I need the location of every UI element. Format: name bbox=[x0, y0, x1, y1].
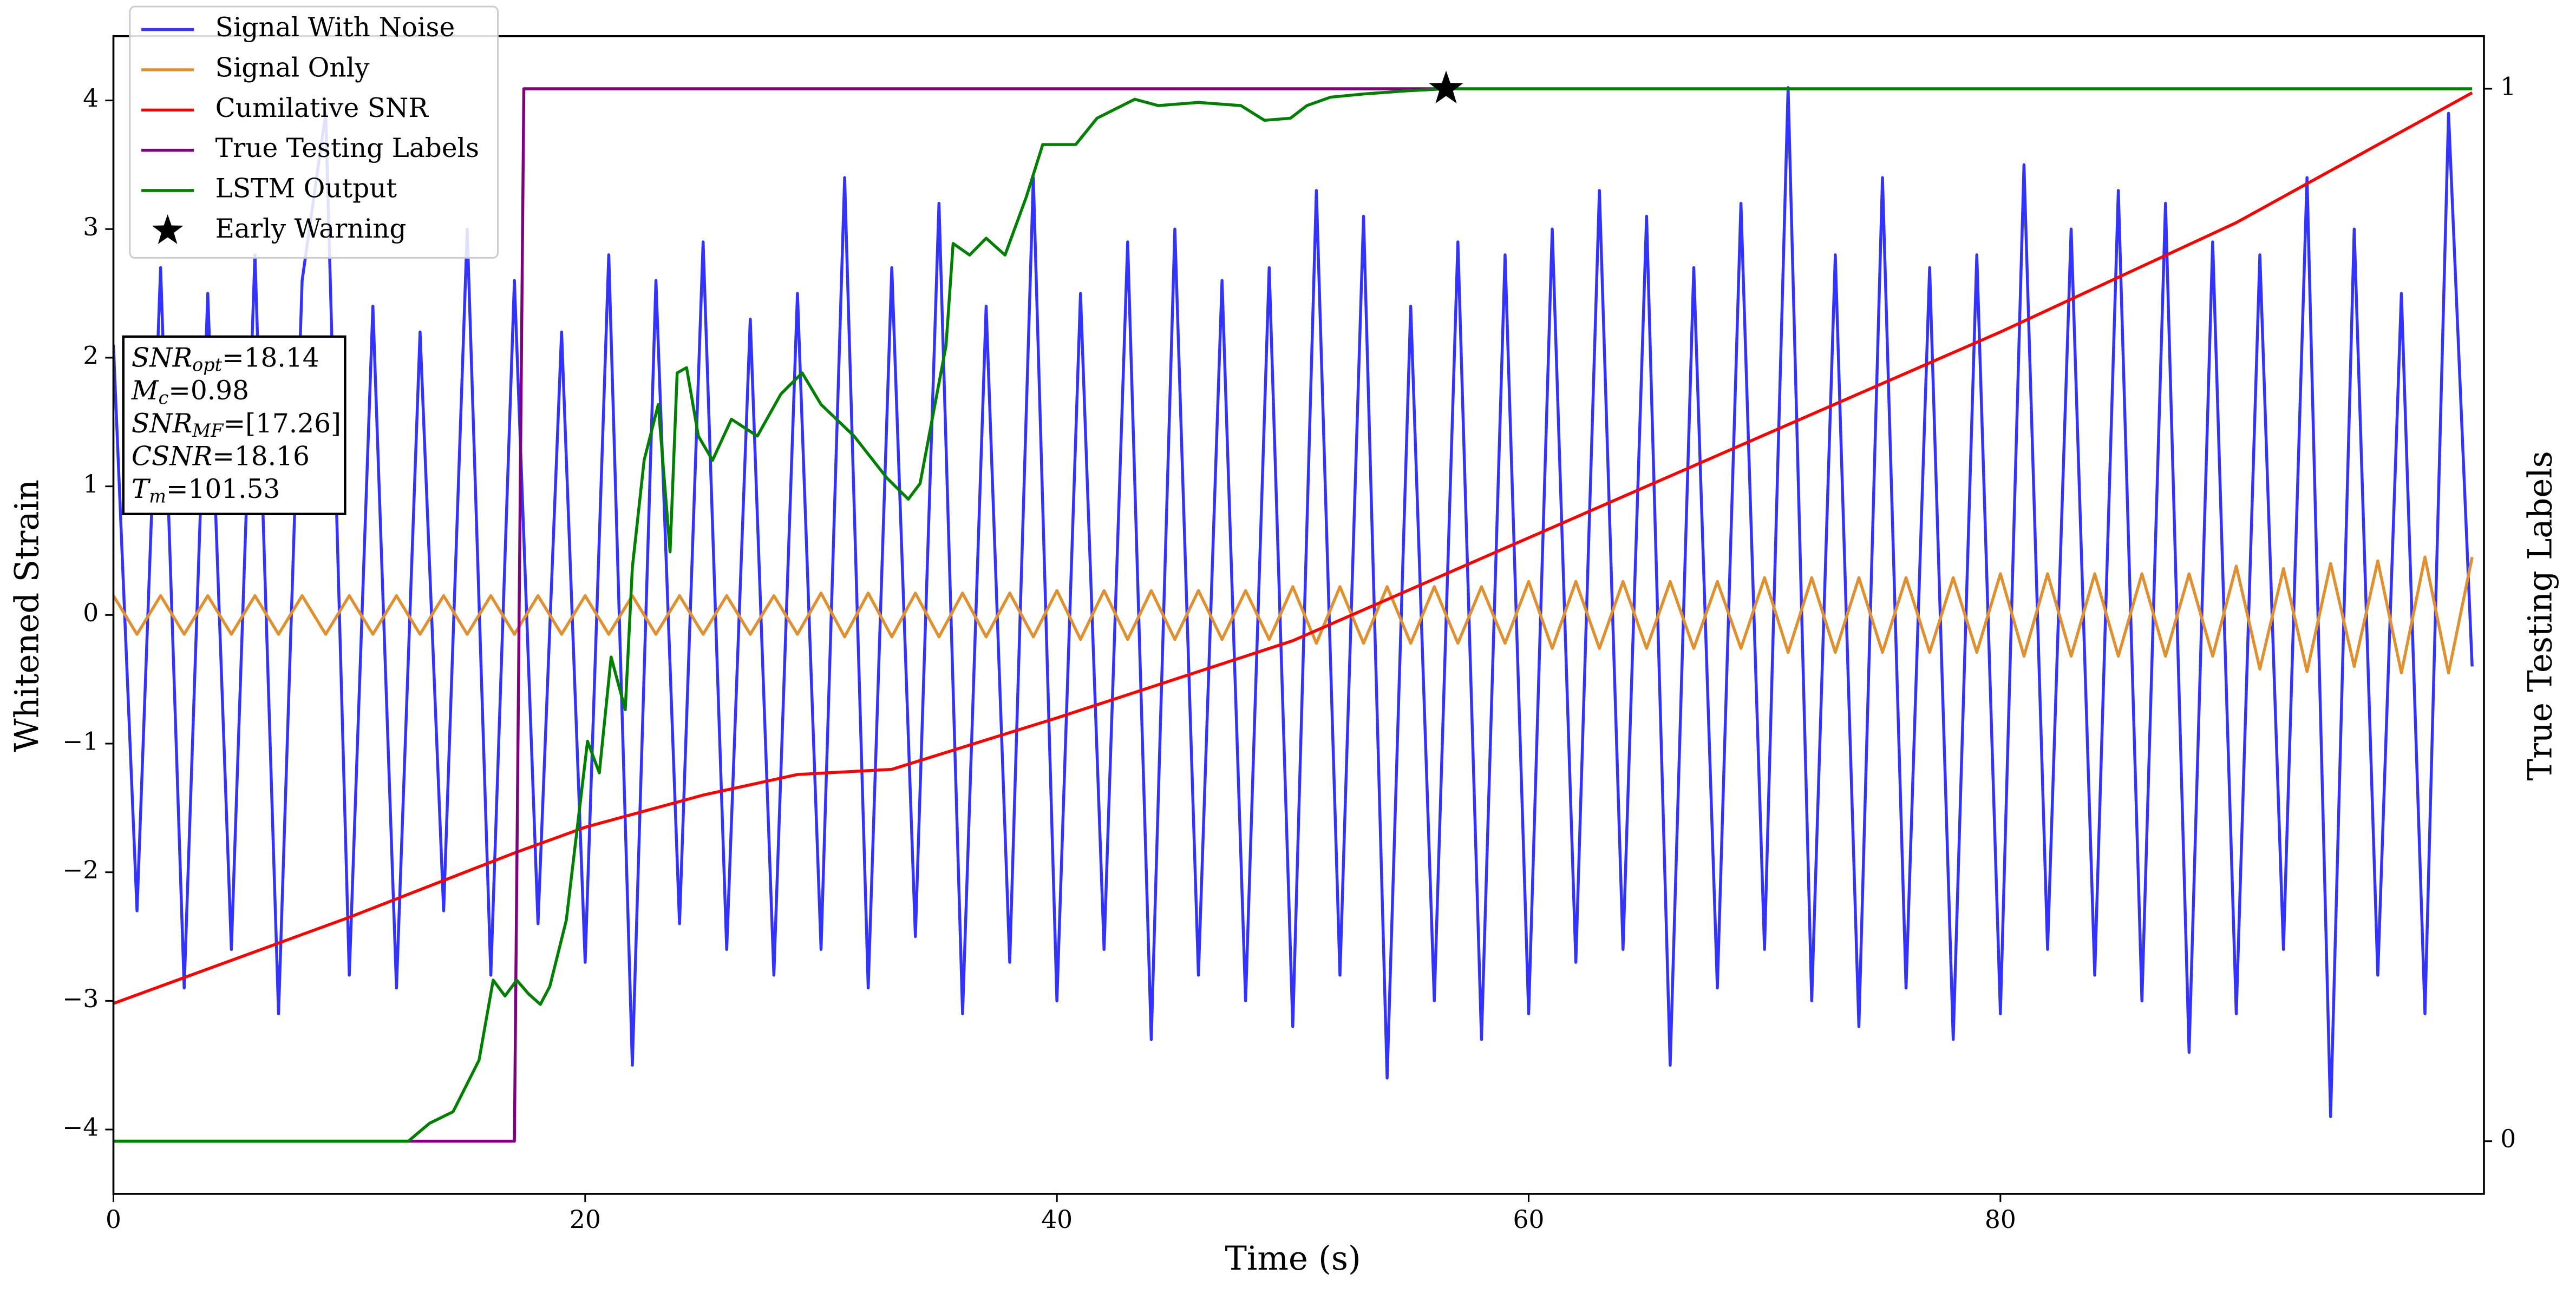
y-tick-label: −1 bbox=[62, 727, 99, 756]
x-tick-label: 40 bbox=[1041, 1205, 1073, 1234]
annotation-subscript: m bbox=[149, 485, 166, 507]
y-tick-label: 2 bbox=[83, 341, 99, 370]
y-tick-label: −3 bbox=[62, 984, 99, 1013]
annotation-line: CSNR=18.16 bbox=[132, 441, 310, 471]
x-tick-label: 20 bbox=[570, 1205, 601, 1234]
annotation-value: =0.98 bbox=[168, 376, 249, 406]
early-warning-marker bbox=[1429, 70, 1463, 103]
y2-axis-label: True Testing Labels bbox=[2522, 451, 2560, 780]
annotation-line: Mc=0.98 bbox=[131, 376, 249, 409]
legend-label: True Testing Labels bbox=[215, 133, 479, 163]
annotation-line: SNRMF=[17.26] bbox=[132, 408, 341, 441]
y-tick-label: 4 bbox=[83, 84, 99, 113]
legend-marker bbox=[152, 214, 184, 244]
y-tick-label: 0 bbox=[83, 599, 99, 627]
annotation-symbol: SNR bbox=[132, 408, 192, 438]
annotation-line: SNRopt=18.14 bbox=[132, 343, 319, 376]
annotation-value: =[17.26] bbox=[223, 408, 341, 438]
annotation-value: =18.14 bbox=[222, 343, 319, 373]
annotation-value: =18.16 bbox=[212, 441, 310, 471]
series-line bbox=[113, 87, 2473, 1143]
x-tick-label: 0 bbox=[106, 1205, 121, 1234]
annotation-symbol: T bbox=[132, 474, 151, 504]
series-line bbox=[113, 86, 2474, 1119]
y-tick-label: 1 bbox=[83, 470, 99, 498]
annotation-subscript: MF bbox=[192, 420, 224, 441]
annotation-value: =101.53 bbox=[166, 474, 280, 504]
series-line bbox=[113, 91, 2473, 1005]
annotation-line: Tm=101.53 bbox=[132, 474, 280, 507]
legend-label: Signal Only bbox=[215, 52, 370, 83]
legend-box bbox=[129, 5, 499, 259]
y-tick-label: −2 bbox=[62, 856, 99, 884]
x-tick-label: 60 bbox=[1513, 1205, 1545, 1234]
legend-label: LSTM Output bbox=[215, 173, 397, 203]
series-line bbox=[113, 555, 2474, 675]
legend-label: Signal With Noise bbox=[215, 12, 455, 43]
x-axis-label: Time (s) bbox=[1225, 1240, 1361, 1278]
legend: Signal With Noise Signal Only Cumilative S… bbox=[129, 5, 499, 259]
annotation-symbol: M bbox=[131, 376, 159, 406]
y-tick-label: −4 bbox=[62, 1113, 99, 1142]
y2-tick-label: 1 bbox=[2500, 72, 2516, 101]
annotation-symbol: SNR bbox=[132, 343, 192, 373]
y2-tick-label: 0 bbox=[2500, 1125, 2516, 1153]
annotation-symbol: CSNR bbox=[132, 441, 212, 471]
x-tick-label: 80 bbox=[1985, 1205, 2016, 1234]
y-axis-label: Whitened Strain bbox=[8, 479, 46, 752]
annotation-subscript: opt bbox=[192, 354, 222, 376]
legend-label: Early Warning bbox=[215, 214, 407, 244]
annotation-box bbox=[122, 335, 346, 516]
legend-label: Cumilative SNR bbox=[215, 93, 429, 123]
annotation: SNRopt=18.14Mc=0.98SNRMF=[17.26]CSNR=18.… bbox=[122, 335, 346, 516]
y-tick-label: 3 bbox=[83, 213, 99, 241]
annotation-subscript: c bbox=[159, 387, 169, 408]
